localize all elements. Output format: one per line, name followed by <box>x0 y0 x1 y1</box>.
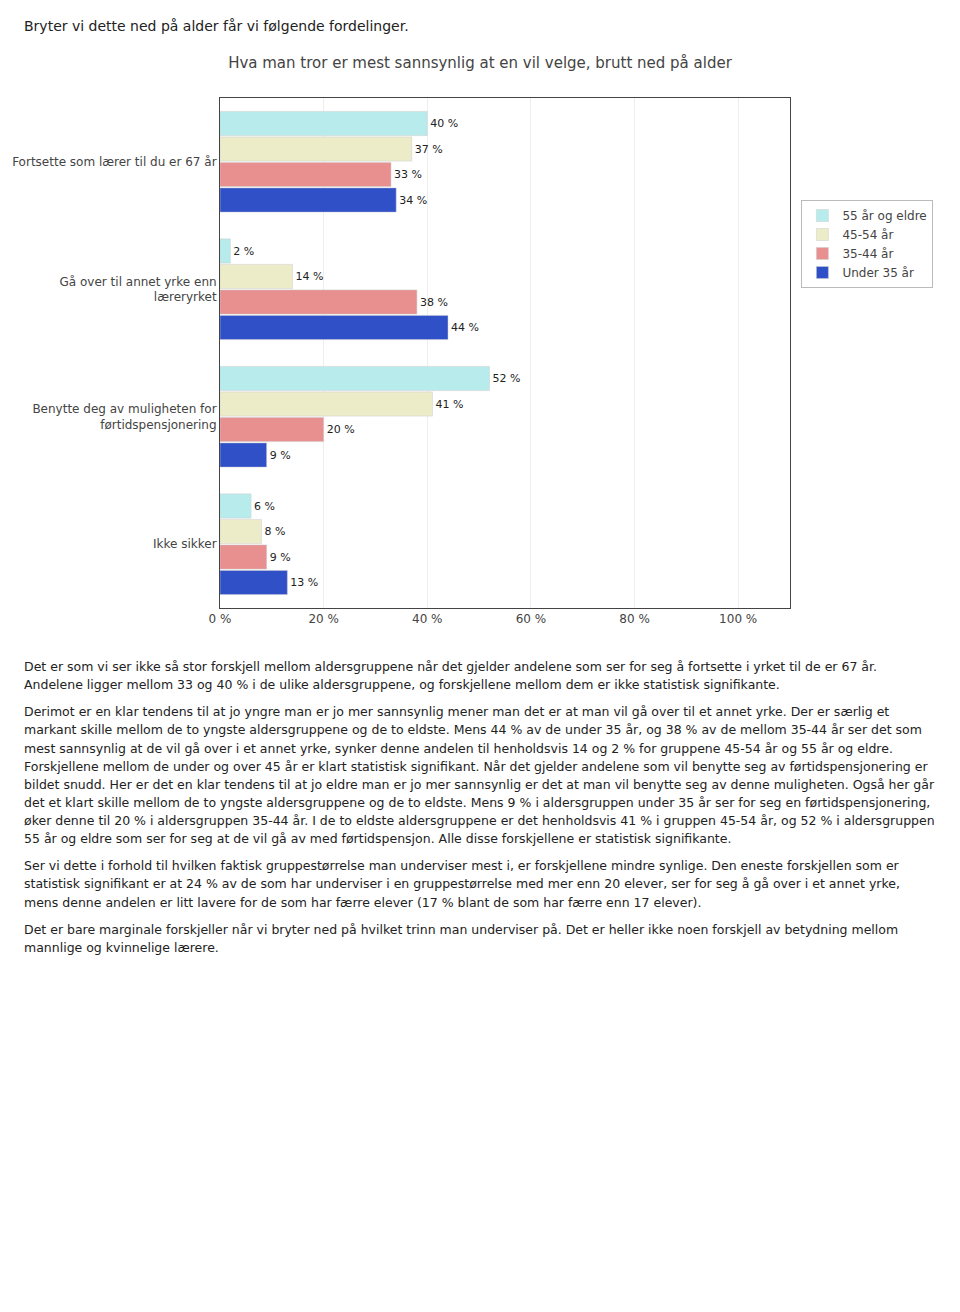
html-text:Derimot er en klar tendens til: Derimot er en klar tendens til at jo yng… <box>24 704 935 847</box>
svg-text:Under 35 år: Under 35 år <box>842 266 914 280</box>
html-text:Det er som vi ser ikke så stor: Det er som vi ser ikke så stor forskjell… <box>24 659 877 693</box>
svg-text:6 %: 6 % <box>254 500 275 513</box>
svg-text:9 %: 9 % <box>270 449 291 462</box>
svg-text:13 %: 13 % <box>290 576 318 589</box>
svg-text:33 %: 33 % <box>394 168 422 181</box>
svg-text:Hva man tror er mest sannsynli: Hva man tror er mest sannsynlig at en vi… <box>228 54 733 72</box>
svg-text:40 %: 40 % <box>412 612 443 626</box>
svg-text:44 %: 44 % <box>451 321 479 334</box>
svg-text:37 %: 37 % <box>415 143 443 156</box>
svg-text:55 år og eldre: 55 år og eldre <box>842 209 926 223</box>
svg-text:38 %: 38 % <box>420 296 448 309</box>
svg-text:35-44 år: 35-44 år <box>842 247 893 261</box>
svg-text:34 %: 34 % <box>399 194 427 207</box>
svg-text:Benytte deg av muligheten forf: Benytte deg av muligheten forførtidspens… <box>32 402 216 432</box>
svg-text:9 %: 9 % <box>270 551 291 564</box>
html-text:Bryter vi dette ned på alder f: Bryter vi dette ned på alder får vi følg… <box>24 18 409 34</box>
svg-text:20 %: 20 % <box>308 612 339 626</box>
svg-text:0 %: 0 % <box>209 612 232 626</box>
svg-text:80 %: 80 % <box>619 612 650 626</box>
svg-text:41 %: 41 % <box>435 398 463 411</box>
svg-text:Gå over til annet yrke ennlære: Gå over til annet yrke ennlæreryrket <box>60 275 217 305</box>
html-text:Ser vi dette i forhold til hvi: Ser vi dette i forhold til hvilken fakti… <box>24 858 900 910</box>
svg-text:100 %: 100 % <box>719 612 757 626</box>
svg-text:45-54 år: 45-54 år <box>842 228 893 242</box>
svg-text:Fortsette som lærer til du er: Fortsette som lærer til du er 67 år <box>12 155 217 169</box>
svg-text:14 %: 14 % <box>296 270 324 283</box>
svg-text:8 %: 8 % <box>264 525 285 538</box>
svg-text:52 %: 52 % <box>492 372 520 385</box>
svg-text:20 %: 20 % <box>327 423 355 436</box>
svg-text:40 %: 40 % <box>430 117 458 130</box>
svg-text:60 %: 60 % <box>516 612 547 626</box>
svg-text:Ikke sikker: Ikke sikker <box>153 537 217 551</box>
html-text:Det er bare marginale forskjel: Det er bare marginale forskjeller når vi… <box>24 921 899 955</box>
svg-text:2 %: 2 % <box>233 245 254 258</box>
